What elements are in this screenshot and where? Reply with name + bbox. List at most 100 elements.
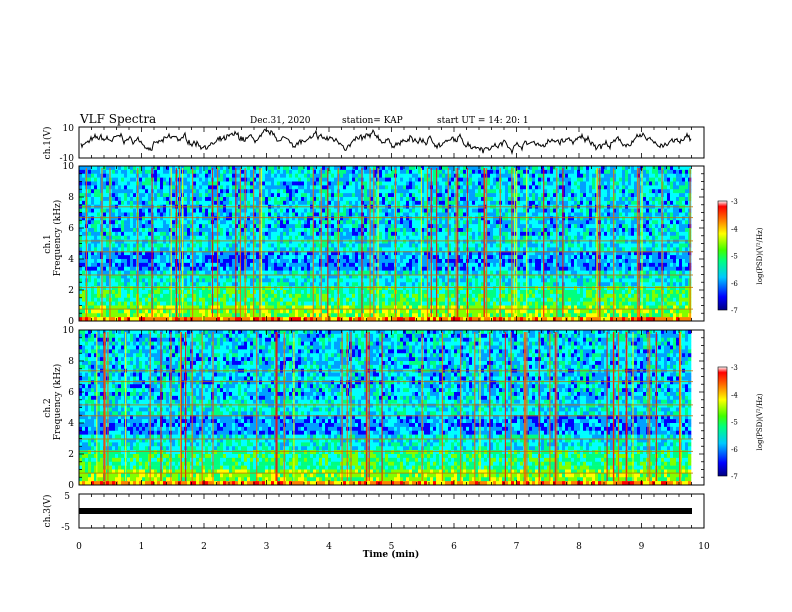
spectrogram-cell [133, 173, 137, 178]
spectrogram-cell [199, 177, 203, 182]
spectrogram-cell [667, 200, 671, 206]
spectrogram-cell [649, 247, 653, 252]
spectrogram-cell [133, 189, 137, 194]
spectrogram-cell [652, 193, 656, 198]
spectrogram-cell [673, 247, 677, 252]
spectrogram-cell [280, 185, 284, 190]
spectrogram-cell [547, 200, 551, 206]
spectrogram-cell [271, 255, 275, 260]
spectrogram-cell [157, 181, 161, 186]
spectrogram-cell [508, 181, 512, 186]
spectrogram-cell [298, 193, 302, 198]
spectrogram-cell [112, 228, 116, 233]
spectrogram-cell [79, 193, 83, 198]
spectrogram-cell [493, 251, 497, 256]
spectrogram-cell [304, 251, 308, 256]
spectrogram-cell [664, 169, 668, 175]
spectrogram-cell [385, 247, 389, 252]
spectrogram-cell [490, 169, 494, 175]
spectrogram-cell [202, 169, 206, 175]
spectrogram-cell [556, 247, 560, 252]
spectrogram-cell [88, 255, 92, 260]
spectrogram-cell [355, 243, 359, 248]
spectrogram-cell [295, 193, 299, 198]
spectrogram-cell [343, 185, 347, 190]
spectrogram-cell [340, 243, 344, 248]
spectrogram-cell [160, 173, 164, 178]
spectrogram-cell [235, 166, 239, 171]
spectrogram-cell [373, 251, 377, 256]
spectrogram-cell [634, 228, 638, 233]
spectrogram-cell [649, 197, 653, 202]
spectrogram-cell [439, 255, 443, 260]
spectrogram-cell [496, 220, 500, 225]
spectrogram-cell [286, 239, 290, 244]
spectrogram-cell [127, 185, 131, 190]
spectrogram-cell [565, 185, 569, 190]
spectrogram-cell [253, 185, 257, 190]
spectrogram-cell [88, 193, 92, 198]
spectrogram-cell [346, 243, 350, 248]
spectrogram-cell [325, 173, 329, 178]
spectrogram-cell [442, 189, 446, 194]
spectrogram-cell [382, 216, 386, 221]
spectrogram-cell [379, 243, 383, 248]
spectrogram-cell [277, 181, 281, 186]
spectrogram-cell [148, 239, 152, 244]
spectrogram-cell [130, 166, 134, 171]
spectrogram-cell [562, 181, 566, 186]
spectrogram-cell [103, 216, 107, 221]
spectrogram-cell [424, 224, 428, 229]
spectrogram-cell [478, 216, 482, 221]
spectrogram-cell [304, 166, 308, 171]
spectrogram-cell [283, 193, 287, 198]
spectrogram-cell [616, 224, 620, 229]
spectrogram-cell [361, 169, 365, 175]
spectrogram-cell [424, 212, 428, 217]
spectrogram-cell [316, 251, 320, 256]
spectrogram-cell [259, 181, 263, 186]
spectrogram-cell [631, 228, 635, 233]
spectrogram-cell [271, 181, 275, 186]
spectrogram-cell [112, 197, 116, 202]
spectrogram-cell [214, 251, 218, 256]
spectrogram-cell [313, 181, 317, 186]
spectrogram-cell [124, 255, 128, 260]
spectrogram-cell [604, 216, 608, 221]
spectrogram-cell [421, 169, 425, 175]
spectrogram-cell [385, 193, 389, 198]
spectrogram-cell [457, 224, 461, 229]
spectrogram-cell [154, 220, 158, 225]
spectrogram-cell [112, 200, 116, 206]
spectrogram-cell [367, 255, 371, 260]
spectrogram-cell [535, 251, 539, 256]
spectrogram-cell [610, 216, 614, 221]
spectrogram-cell [601, 189, 605, 194]
spectrogram-cell [463, 200, 467, 206]
spectrogram-cell [472, 173, 476, 178]
spectrogram-cell [196, 224, 200, 229]
spectrogram-cell [289, 251, 293, 256]
spectrogram-cell [205, 239, 209, 244]
spectrogram-cell [508, 235, 512, 240]
spectrogram-cell [550, 189, 554, 194]
spectrogram-cell [490, 181, 494, 186]
spectrogram-cell [625, 185, 629, 190]
spectrogram-cell [142, 220, 146, 225]
spectrogram-cell [265, 220, 269, 225]
spectrogram-cell [193, 177, 197, 182]
spectrogram-cell [415, 200, 419, 206]
spectrogram-cell [643, 173, 647, 178]
spectrogram-cell [163, 208, 167, 213]
spectrogram-cell [571, 189, 575, 194]
spectrogram-cell [517, 208, 521, 213]
spectrogram-cell [532, 185, 536, 190]
spectrogram-cell [265, 231, 269, 237]
spectrogram-cell [631, 181, 635, 186]
spectrogram-cell [526, 208, 530, 213]
spectrogram-cell [286, 235, 290, 240]
spectrogram-cell [208, 228, 212, 233]
spectrogram-cell [235, 220, 239, 225]
spectrogram-cell [313, 228, 317, 233]
spectrogram-cell [259, 185, 263, 190]
